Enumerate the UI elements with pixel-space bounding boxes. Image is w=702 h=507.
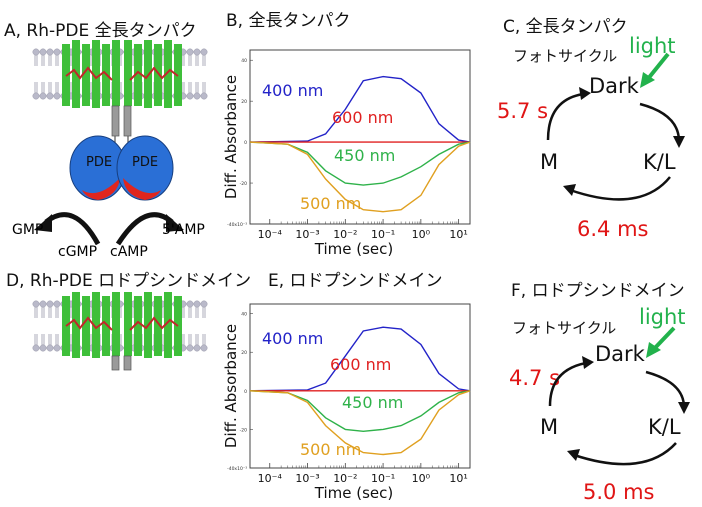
y-axis-label: Diff. Absorbance [222,324,240,448]
rh-domain-schematic [32,292,208,371]
y-tick-label: -20 [240,427,247,433]
series-label-450nm: 450 nm [342,393,403,412]
photocycle-title: フォトサイクル [512,319,617,337]
panel-c-label: C, 全長タンパク [503,17,628,37]
retinal-chain-left [65,316,113,331]
retinal-chain-right [129,66,179,81]
pde-label-right: PDE [132,155,158,170]
y-tick-label: -40x10⁻³ [227,466,247,472]
series-line-500nm [249,141,471,213]
decay-time-k-to-m: 5.0 ms [583,480,655,504]
state-k-l: K/L [643,150,676,174]
light-label: light [639,305,686,329]
x-tick-label: 10⁰ [412,228,431,241]
x-tick-label: 10⁻² [333,228,357,241]
panel-a-label: A, Rh-PDE 全長タンパク [4,21,197,41]
x-tick-label: 10⁻⁴ [258,228,283,241]
x-tick-label: 10⁻¹ [371,228,395,241]
x-tick-label: 10⁻⁴ [258,472,283,485]
5amp-label: 5'AMP [162,222,205,238]
panel-b-label: B, 全長タンパク [226,11,351,31]
series-label-400nm: 400 nm [262,329,323,348]
retinal-chain-right [129,316,179,331]
pde-domain-right [116,135,174,201]
y-axis-label: Diff. Absorbance [222,75,240,199]
arrow-light-in [645,52,670,82]
series-line-450nm [249,141,471,186]
pde-label-left: PDE [86,155,112,170]
arrow-dark-to-kl [645,370,686,407]
series-label-600nm: 600 nm [332,108,393,127]
arrow-light-in [651,326,676,352]
state-m: M [540,150,559,174]
arrow-m-to-dark [546,92,584,141]
x-tick-label: 10⁻³ [295,228,319,241]
y-tick-label: 20 [241,350,247,356]
rh-pde-full-schematic: PDE PDE GMP cGMP cAMP 5'AMP [12,40,208,260]
arrow-m-to-dark [548,361,587,407]
series-label-600nm: 600 nm [330,355,391,374]
state-m: M [540,415,559,439]
y-tick-label: 0 [244,140,247,146]
retinal-chain-left [65,66,113,81]
panel-e-label: E, ロドプシンドメイン [268,271,443,291]
state-k-l: K/L [648,415,681,439]
y-tick-label: -40x10⁻³ [227,222,247,228]
x-axis-label: Time (sec) [314,240,393,258]
chart-b: 40 20 0 -20 -40x10⁻³ 10⁻⁴ 10⁻³ 10⁻² 10⁻¹ 10⁰ 10¹ Ti… [222,49,471,258]
decay-time-m-to-dark: 5.7 s [497,99,549,123]
series-line-400nm [249,326,471,392]
x-tick-label: 10¹ [449,228,467,241]
arrow-dark-to-kl [639,102,681,141]
c-terminal-stub-left [111,355,120,371]
state-dark: Dark [595,342,645,366]
c-terminal-stub-right [123,355,132,371]
y-tick-label: 40 [241,312,247,318]
chart-e: 40 20 0 -20 -40x10⁻³ 10⁻⁴ 10⁻³ 10⁻² 10⁻¹ 10⁰ 10¹ Ti… [222,303,471,502]
panel-f-label: F, ロドプシンドメイン [511,281,685,301]
series-line-450nm [249,390,471,433]
series-line-500nm [249,390,471,456]
decay-time-m-to-dark: 4.7 s [509,366,561,390]
x-tick-label: 10⁻³ [295,472,319,485]
gmp-label: GMP [12,222,43,238]
x-tick-label: 10⁻² [333,472,357,485]
camp-label: cAMP [110,244,148,260]
x-axis-label: Time (sec) [314,484,393,502]
series-label-450nm: 450 nm [334,146,395,165]
y-tick-label: 20 [241,99,247,105]
series-label-500nm: 500 nm [300,194,361,213]
decay-time-k-to-m: 6.4 ms [577,217,649,241]
state-dark: Dark [589,74,639,98]
arrow-kl-to-m [569,176,671,201]
x-tick-label: 10¹ [449,472,467,485]
arrow-light-in-head [640,72,655,88]
series-line-400nm [249,75,471,143]
cgmp-label: cGMP [58,244,97,260]
panel-d-label: D, Rh-PDE ロドプシンドメイン [6,271,252,291]
y-tick-label: 40 [241,58,247,64]
arrow-light-in-head [646,342,661,358]
x-tick-label: 10⁻¹ [371,472,395,485]
arrow-kl-to-m [573,442,677,466]
series-label-400nm: 400 nm [262,81,323,100]
series-label-500nm: 500 nm [300,440,361,459]
photocycle-title: フォトサイクル [513,47,618,65]
plot-frame [249,303,471,469]
y-tick-label: 0 [244,389,247,395]
plot-frame [249,49,471,225]
x-tick-label: 10⁰ [412,472,431,485]
y-tick-label: -20 [240,181,247,187]
